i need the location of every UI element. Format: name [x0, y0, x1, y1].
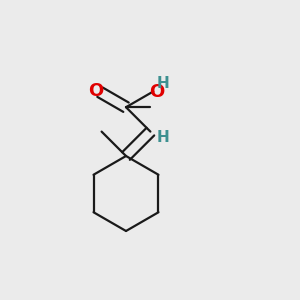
Text: O: O	[88, 82, 104, 100]
Text: H: H	[157, 130, 169, 145]
Text: H: H	[157, 76, 169, 91]
Text: O: O	[150, 83, 165, 101]
